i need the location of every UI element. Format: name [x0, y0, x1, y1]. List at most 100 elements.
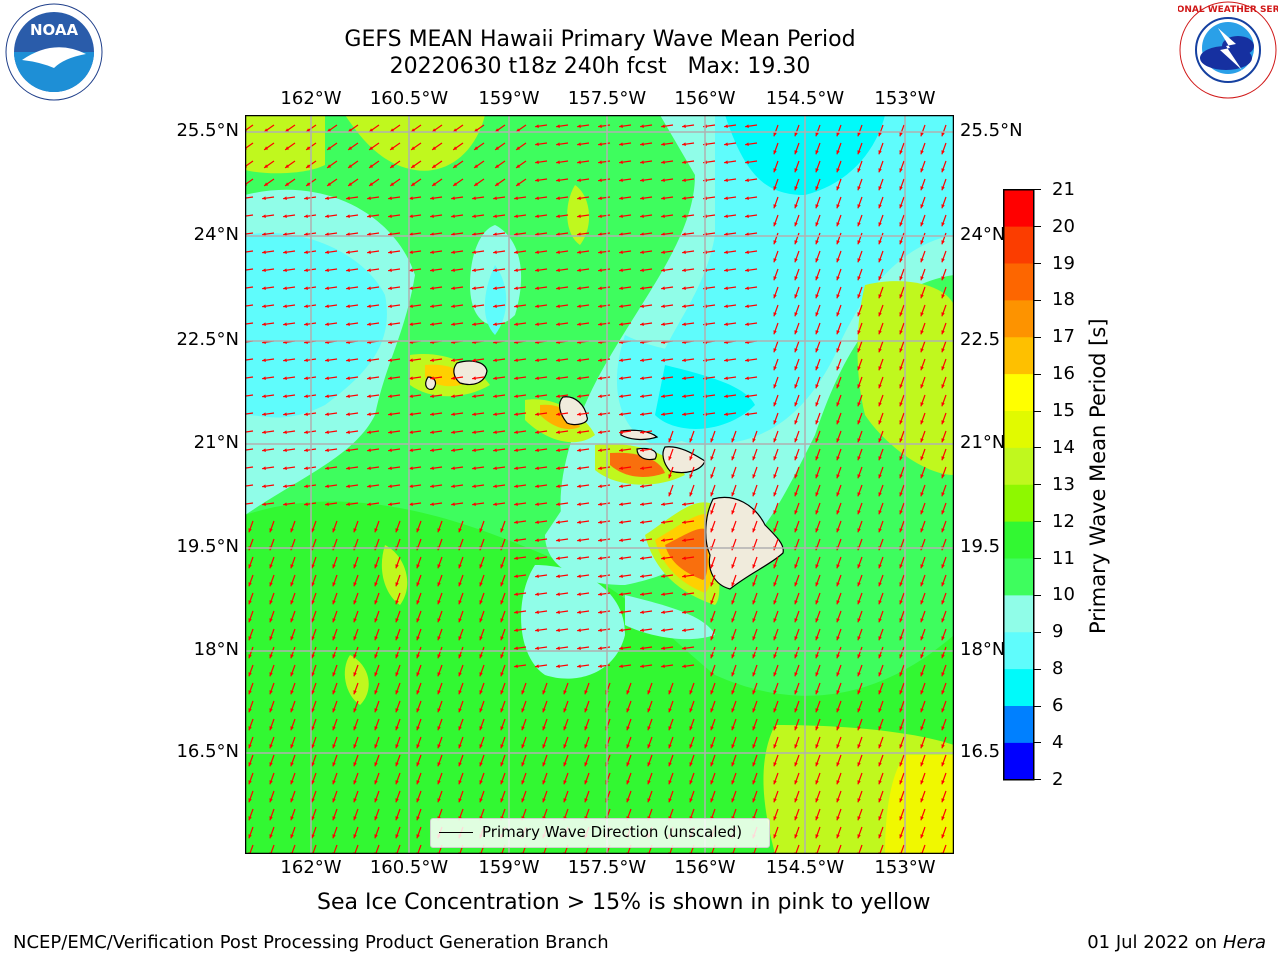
wave-arrow	[283, 322, 296, 326]
wave-arrow	[514, 538, 527, 542]
wave-arrow	[367, 268, 380, 272]
wave-arrow	[836, 502, 842, 515]
wave-arrow	[577, 484, 590, 488]
wave-arrow	[752, 790, 758, 803]
wave-arrow	[878, 610, 884, 623]
wave-arrow	[535, 646, 548, 650]
wave-arrow	[556, 628, 569, 632]
wave-arrow	[836, 592, 842, 605]
wave-arrow	[899, 430, 905, 443]
wave-arrow	[451, 214, 464, 218]
wave-arrow	[815, 412, 821, 425]
lon-label: 156°W	[674, 88, 736, 109]
wave-arrow	[794, 484, 800, 497]
wave-arrow	[284, 142, 296, 151]
wave-arrow	[920, 664, 926, 677]
wave-arrow	[416, 520, 422, 533]
wave-arrow	[920, 448, 926, 461]
wave-arrow	[577, 664, 590, 668]
wave-arrow	[437, 610, 443, 623]
wave-arrow	[535, 484, 548, 488]
wave-arrow	[682, 142, 695, 146]
wave-arrow	[710, 448, 716, 461]
wave-arrow	[556, 160, 569, 164]
wave-arrow	[920, 250, 926, 263]
wave-arrow	[395, 610, 401, 623]
wave-arrow	[500, 736, 506, 749]
wave-arrow	[451, 376, 464, 380]
wave-arrow	[598, 448, 611, 452]
wave-arrow	[577, 430, 590, 434]
colorbar-tick-label: 13	[1052, 473, 1075, 495]
wave-arrow	[325, 286, 338, 290]
wave-arrow	[514, 304, 527, 308]
wave-arrow	[899, 790, 905, 803]
wave-arrow	[535, 412, 548, 416]
wave-arrow	[245, 484, 254, 487]
wave-arrow	[941, 376, 947, 389]
wave-arrow	[290, 790, 296, 803]
wave-arrow	[794, 646, 800, 659]
wave-arrow	[710, 520, 716, 533]
wave-arrow	[899, 484, 905, 497]
wave-arrow	[878, 430, 884, 443]
wave-arrow	[409, 250, 422, 254]
wave-arrow	[262, 376, 275, 380]
wave-arrow	[500, 682, 506, 695]
wave-arrow	[899, 826, 905, 839]
wave-arrow	[899, 448, 905, 461]
colorbar-segment	[1003, 447, 1034, 486]
wave-arrow	[374, 772, 380, 785]
wave-arrow	[640, 322, 653, 326]
wave-arrow	[689, 484, 695, 497]
wave-arrow	[577, 160, 590, 164]
legend-line-icon	[439, 832, 473, 833]
wave-arrow	[815, 358, 821, 371]
wave-arrow	[815, 286, 821, 299]
wave-arrow	[878, 592, 884, 605]
wave-arrow	[724, 322, 737, 326]
wave-arrow	[710, 754, 716, 767]
wave-arrow	[710, 574, 716, 587]
wave-arrow	[493, 232, 506, 236]
wave-arrow	[577, 466, 590, 470]
field-region	[381, 545, 408, 605]
wave-arrow	[731, 574, 737, 587]
wave-arrow	[794, 160, 800, 173]
wave-arrow	[311, 808, 317, 821]
wave-arrow	[458, 682, 464, 695]
wave-arrow	[473, 160, 485, 169]
wave-arrow	[409, 232, 422, 236]
wave-arrow	[731, 718, 737, 731]
wave-arrow	[619, 592, 632, 596]
wave-arrow	[395, 574, 401, 587]
wave-arrow	[857, 304, 863, 317]
wave-arrow	[374, 736, 380, 749]
wave-arrow	[245, 502, 254, 505]
wave-arrow	[437, 790, 443, 803]
wave-arrow	[773, 214, 779, 227]
wave-arrow	[290, 700, 296, 713]
wave-arrow	[346, 286, 359, 290]
wave-arrow	[773, 610, 779, 623]
wave-arrow	[311, 556, 317, 569]
wave-arrow	[920, 394, 926, 407]
wave-arrow	[710, 646, 716, 659]
wave-arrow	[941, 682, 947, 695]
wave-arrow	[941, 340, 947, 353]
wave-arrow	[773, 304, 779, 317]
wave-arrow	[773, 556, 779, 569]
wave-arrow	[836, 736, 842, 749]
wave-arrow	[920, 286, 926, 299]
wave-arrow	[290, 826, 296, 839]
wave-arrow	[815, 304, 821, 317]
wave-arrow	[619, 196, 632, 200]
wave-arrow	[640, 484, 653, 488]
wave-arrow	[409, 448, 422, 452]
wave-arrow	[451, 430, 464, 434]
wave-arrow	[332, 736, 338, 749]
wave-arrow	[598, 232, 611, 236]
wave-arrow	[577, 358, 590, 362]
wave-arrow	[619, 520, 632, 524]
wave-arrow	[311, 718, 317, 731]
